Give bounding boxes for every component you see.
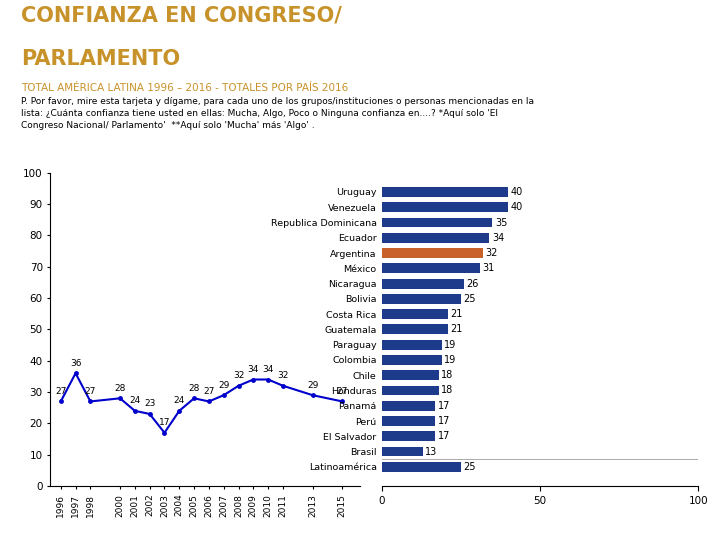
Text: 13: 13 bbox=[426, 447, 438, 456]
Text: PARLAMENTO: PARLAMENTO bbox=[22, 50, 181, 70]
Text: 35: 35 bbox=[495, 218, 508, 227]
Bar bbox=[382, 386, 438, 395]
Bar bbox=[382, 248, 483, 258]
Text: 34: 34 bbox=[248, 365, 259, 374]
Text: 40: 40 bbox=[511, 202, 523, 212]
Text: 32: 32 bbox=[485, 248, 498, 258]
Text: CONFIANZA EN CONGRESO/: CONFIANZA EN CONGRESO/ bbox=[22, 5, 342, 25]
Bar bbox=[382, 355, 442, 365]
Text: 21: 21 bbox=[451, 325, 463, 334]
Text: 17: 17 bbox=[438, 401, 451, 411]
Text: 18: 18 bbox=[441, 386, 454, 395]
Bar bbox=[382, 309, 448, 319]
Text: 24: 24 bbox=[129, 396, 140, 405]
Bar bbox=[382, 187, 508, 197]
Text: 29: 29 bbox=[218, 381, 230, 389]
Text: TOTAL AMÉRICA LATINA 1996 – 2016 - TOTALES POR PAÍS 2016: TOTAL AMÉRICA LATINA 1996 – 2016 - TOTAL… bbox=[22, 83, 348, 93]
Text: 34: 34 bbox=[263, 365, 274, 374]
Text: 31: 31 bbox=[482, 264, 495, 273]
Bar bbox=[382, 218, 492, 227]
Text: Fuente: Latinobarómetro 1995 – 2016: Fuente: Latinobarómetro 1995 – 2016 bbox=[7, 524, 179, 534]
Text: P. Por favor, mire esta tarjeta y dígame, para cada uno de los grupos/institucio: P. Por favor, mire esta tarjeta y dígame… bbox=[22, 97, 534, 130]
Text: 40: 40 bbox=[511, 187, 523, 197]
Bar bbox=[382, 340, 442, 349]
Text: 23: 23 bbox=[144, 399, 156, 408]
Bar bbox=[382, 294, 461, 304]
Text: 17: 17 bbox=[438, 431, 451, 441]
Bar bbox=[382, 264, 480, 273]
Text: 27: 27 bbox=[203, 387, 215, 396]
Bar bbox=[382, 233, 490, 243]
Bar bbox=[382, 447, 423, 456]
Bar bbox=[382, 325, 448, 334]
Text: 17: 17 bbox=[158, 418, 170, 427]
Text: 19: 19 bbox=[444, 340, 456, 350]
Text: 21: 21 bbox=[451, 309, 463, 319]
Text: 25: 25 bbox=[464, 294, 476, 304]
Text: 32: 32 bbox=[277, 371, 289, 380]
Text: 29: 29 bbox=[307, 381, 318, 389]
Text: 36: 36 bbox=[70, 359, 81, 368]
Bar bbox=[382, 279, 464, 288]
Bar bbox=[382, 401, 436, 411]
Text: 28: 28 bbox=[114, 383, 126, 393]
Text: 27: 27 bbox=[336, 387, 348, 396]
Text: 28: 28 bbox=[189, 383, 199, 393]
Text: 32: 32 bbox=[233, 371, 244, 380]
Text: 17: 17 bbox=[438, 416, 451, 426]
Text: 24: 24 bbox=[174, 396, 185, 405]
Text: 26: 26 bbox=[467, 279, 479, 288]
Bar bbox=[382, 462, 461, 472]
Bar bbox=[382, 370, 438, 380]
Bar bbox=[382, 416, 436, 426]
Bar bbox=[382, 431, 436, 441]
Text: 34: 34 bbox=[492, 233, 504, 243]
Text: 25: 25 bbox=[464, 462, 476, 472]
Text: 19: 19 bbox=[444, 355, 456, 365]
Bar bbox=[382, 202, 508, 212]
Text: 18: 18 bbox=[441, 370, 454, 380]
Text: 27: 27 bbox=[85, 387, 96, 396]
Text: 27: 27 bbox=[55, 387, 66, 396]
